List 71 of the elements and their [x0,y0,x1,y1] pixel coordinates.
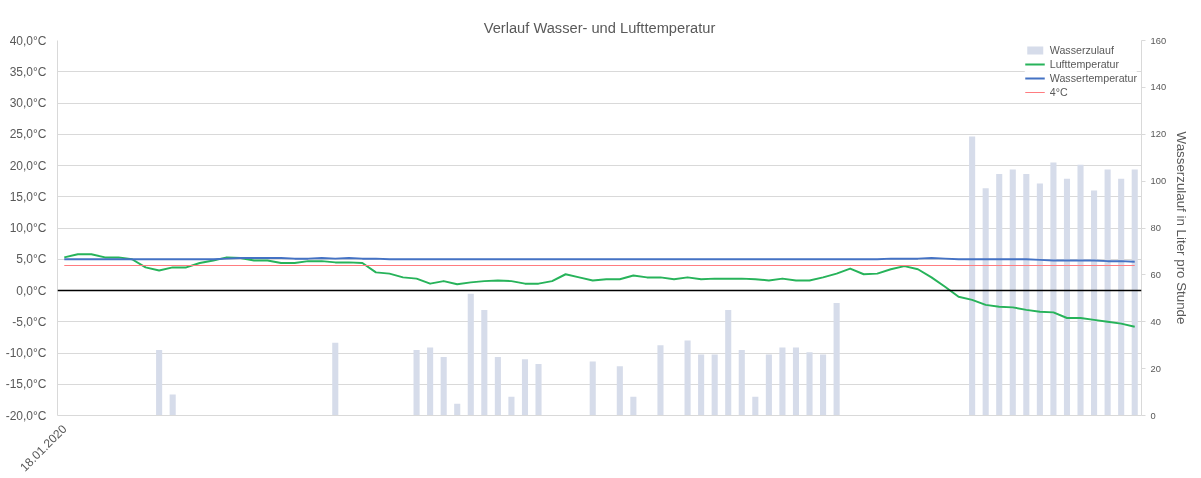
legend-label: 4°C [1049,86,1069,98]
bar [820,354,827,416]
bar [738,349,745,416]
bar [806,352,813,416]
chart-title: Verlauf Wasser- und Lufttemperatur [483,19,716,36]
y2-tick-label: 40 [1150,316,1161,327]
bar [698,354,705,416]
y2-tick-label: 100 [1150,176,1167,187]
bar [792,347,800,416]
y-tick-label: 10,0°C [9,221,47,235]
line-series [63,253,1136,328]
y2-tick-label: 160 [1150,35,1167,46]
y-tick-label: 0,0°C [16,283,47,298]
y-tick-label: 35,0°C [9,64,47,79]
bar [589,361,596,416]
bar [982,188,989,416]
bar [1131,169,1138,416]
bar [481,310,488,416]
bar [616,366,623,416]
bar [1077,164,1084,416]
y-tick-label: -15,0°C [5,377,47,392]
y2-tick-label: 80 [1150,223,1161,233]
y-tick-label: 25,0°C [9,127,47,142]
bar [535,363,542,416]
y-tick-label: 5,0°C [16,252,47,267]
bar [427,347,434,416]
y2-tick-label: 20 [1150,363,1161,374]
bar [440,356,447,416]
bar [1091,190,1098,416]
bar [521,359,529,416]
y-tick-label: 30,0°C [9,96,47,110]
y2-tick-label: 140 [1150,82,1167,93]
bar [657,345,664,416]
y2-tick-label: 0 [1150,410,1156,421]
bar [833,303,840,416]
bar [1118,178,1125,416]
bar [494,356,501,416]
bar [765,354,772,416]
y-tick-label: 20,0°C [9,158,47,173]
legend-label: Wassertemperatur [1049,72,1137,84]
y-tick-label: -10,0°C [5,346,47,360]
bar [1009,169,1016,416]
bar [630,396,637,416]
y-tick-label: 15,0°C [9,189,47,204]
bar [156,349,163,416]
bar [454,403,461,416]
bar [467,293,474,416]
bar [169,394,176,416]
bar [1036,183,1043,416]
y-tick-label: -20,0°C [5,408,47,423]
bar [1063,178,1071,416]
bar [725,310,732,416]
bar [1050,162,1057,416]
bar [332,342,339,416]
bar [779,347,786,416]
y2-axis-title: Wasserzulauf in Liter pro Stunde [1174,131,1190,325]
bar [684,340,691,416]
legend-label: Lufttemperatur [1049,58,1120,70]
bar [996,174,1003,416]
y2-tick-label: 60 [1150,269,1161,280]
bar [969,136,976,416]
bar [413,349,420,416]
bar [508,396,515,416]
bar [752,396,759,416]
y-tick-label: -5,0°C [12,314,47,329]
y-tick-label: 40,0°C [9,33,47,48]
bar [1104,169,1111,416]
bar [711,354,718,416]
bar [1023,174,1030,416]
y2-tick-label: 120 [1150,129,1167,140]
legend-label: Wasserzulauf [1049,44,1114,56]
